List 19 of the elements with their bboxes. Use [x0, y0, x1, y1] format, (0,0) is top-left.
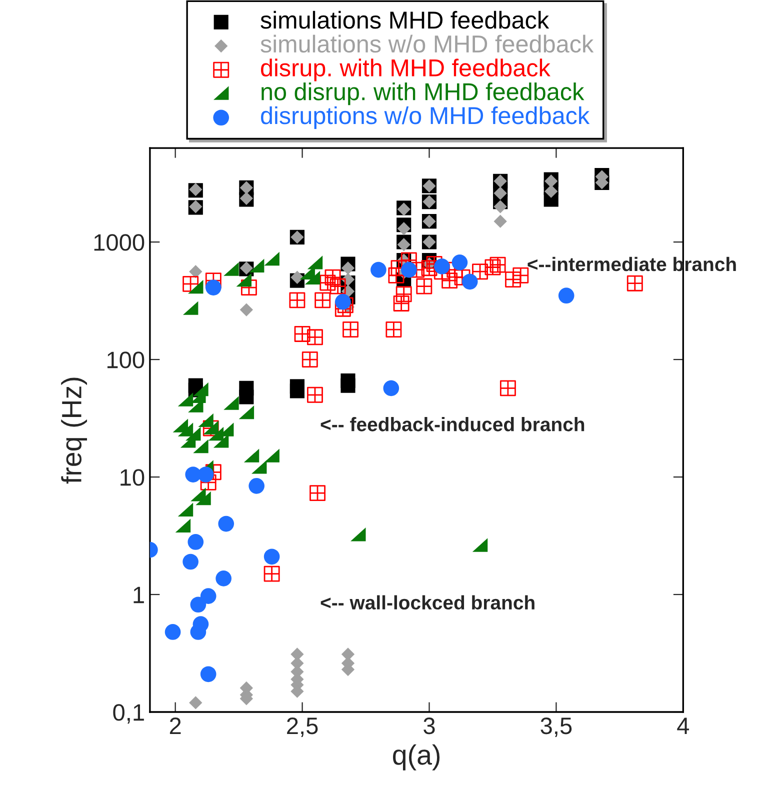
- y-tick-label: 100: [107, 352, 144, 368]
- legend-label: disruptions w/o MHD feedback: [261, 106, 590, 130]
- annotation: <-- feedback-induced branch: [320, 417, 584, 432]
- y-tick-label: 10: [120, 469, 144, 486]
- legend-label: no disrup. with MHD feedback: [262, 82, 584, 106]
- y-tick-label: 0,1: [113, 704, 144, 724]
- y-tick-label: 1000: [94, 234, 144, 251]
- x-tick-label: 3: [424, 717, 435, 734]
- legend-label: simulations w/o MHD feedback: [260, 34, 594, 53]
- x-tick-label: 4: [677, 718, 690, 734]
- annotation: <-- wall-lockced branch: [320, 595, 534, 610]
- y-axis-title: freq (Hz): [61, 378, 88, 484]
- x-axis-title: q(a): [393, 744, 440, 770]
- x-tick-label: 2,5: [287, 717, 318, 737]
- legend-label: disrup. with MHD feedback: [261, 58, 550, 82]
- y-tick-label: 1: [134, 586, 144, 604]
- x-tick-label: 3,5: [540, 717, 572, 737]
- legend-label: simulations MHD feedback: [260, 10, 550, 29]
- x-tick-label: 2: [170, 717, 181, 734]
